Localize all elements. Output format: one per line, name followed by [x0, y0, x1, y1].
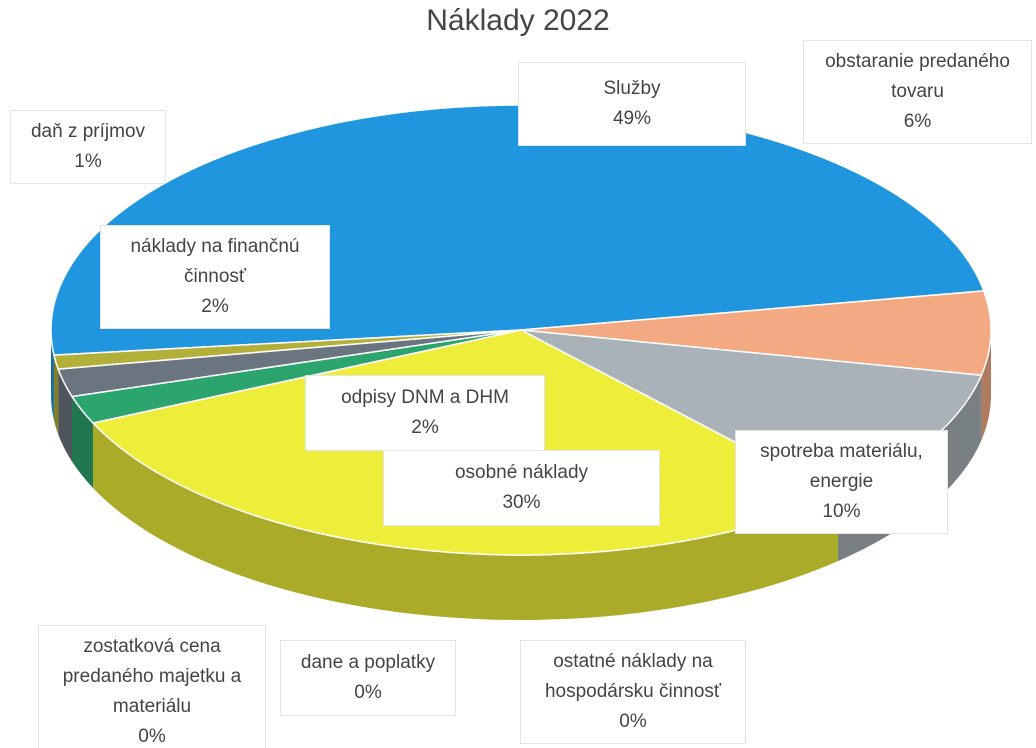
- label-name: dane a poplatky: [300, 652, 436, 673]
- label-value: 0%: [138, 726, 166, 747]
- data-label: ostatné náklady na hospodársku činnosť 0%: [520, 640, 746, 744]
- label-name: spotreba materiálu, energie: [760, 441, 923, 492]
- label-value: 30%: [502, 492, 541, 513]
- chart-title: Náklady 2022: [426, 4, 610, 37]
- label-name: daň z príjmov: [30, 121, 146, 142]
- label-name: náklady na finančnú činnosť: [130, 236, 300, 287]
- data-label: odpisy DNM a DHM 2%: [305, 375, 545, 451]
- data-label: zostatková cena predaného majetku a mate…: [38, 625, 266, 748]
- label-value: 10%: [822, 501, 861, 522]
- label-name: zostatková cena predaného majetku a mate…: [62, 636, 242, 717]
- pie-slice: [520, 290, 992, 377]
- label-name: odpisy DNM a DHM: [341, 387, 509, 408]
- label-value: 2%: [201, 296, 229, 317]
- label-name: ostatné náklady na hospodársku činnosť: [544, 651, 722, 702]
- data-label: spotreba materiálu, energie 10%: [735, 430, 948, 534]
- data-label: obstaranie predaného tovaru 6%: [803, 40, 1032, 144]
- label-value: 1%: [74, 151, 102, 172]
- label-value: 6%: [903, 111, 932, 132]
- label-name: osobné náklady: [454, 462, 589, 483]
- label-name: Služby: [603, 78, 661, 99]
- slice-side: [53, 355, 59, 435]
- data-label: náklady na finančnú činnosť 2%: [100, 225, 330, 329]
- label-name: obstaranie predaného tovaru: [825, 51, 1010, 102]
- label-value: 0%: [619, 711, 647, 732]
- data-label: daň z príjmov 1%: [10, 110, 166, 184]
- label-value: 2%: [411, 417, 439, 438]
- pie-slice: [52, 329, 522, 370]
- slice-side: [981, 330, 991, 441]
- slice-side: [92, 422, 838, 621]
- data-label: dane a poplatky 0%: [280, 640, 456, 716]
- data-label: osobné náklady 30%: [383, 450, 660, 526]
- label-value: 0%: [354, 682, 382, 703]
- data-label: Služby 49%: [518, 62, 746, 146]
- label-value: 49%: [612, 108, 652, 129]
- slice-side: [72, 396, 93, 488]
